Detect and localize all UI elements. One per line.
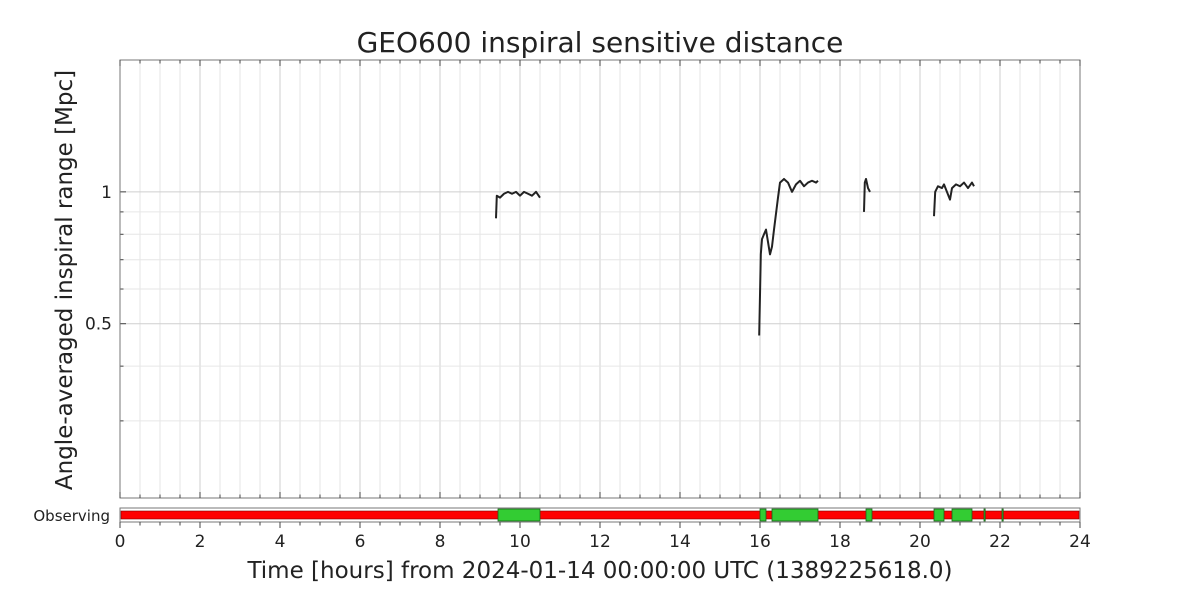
- main-plot-area: 0.51: [85, 59, 1081, 499]
- x-tick-label: 8: [435, 532, 446, 552]
- x-tick-label: 16: [749, 532, 771, 552]
- segment-on-block: [497, 508, 541, 522]
- x-tick-label: 6: [355, 532, 366, 552]
- segment-bar-area: [119, 507, 1081, 523]
- x-tick-label: 12: [589, 532, 611, 552]
- x-axis-ticks: 0 2 4 6 8 10 12 14 16 18 20 22 24: [115, 522, 1091, 552]
- x-tick-label: 20: [909, 532, 931, 552]
- series-line-segment: [863, 177, 871, 212]
- x-axis-label: Time [hours] from 2024-01-14 00:00:00 UT…: [246, 558, 952, 584]
- segment-on-block: [983, 508, 986, 522]
- series-line-segment: [758, 177, 819, 336]
- series-line-segment: [933, 181, 975, 217]
- y-axis-label: Angle-averaged inspiral range [Mpc]: [52, 70, 78, 490]
- series-line-segment: [495, 190, 541, 219]
- chart-title: GEO600 inspiral sensitive distance: [357, 26, 844, 59]
- segment-bar-label: Observing: [33, 507, 110, 525]
- y-tick-label: 0.5: [85, 315, 112, 335]
- x-tick-label: 10: [509, 532, 531, 552]
- y-tick-label: 1: [101, 183, 112, 203]
- segment-on-block: [771, 508, 819, 522]
- x-tick-label: 2: [195, 532, 206, 552]
- x-tick-label: 4: [275, 532, 286, 552]
- x-tick-label: 22: [989, 532, 1011, 552]
- segment-on-block: [1001, 508, 1004, 522]
- segment-off-bar: [120, 510, 1080, 520]
- segment-on-block: [951, 508, 973, 522]
- x-tick-label: 24: [1069, 532, 1091, 552]
- x-tick-label: 18: [829, 532, 851, 552]
- x-tick-label: 14: [669, 532, 691, 552]
- segment-on-block: [865, 508, 873, 522]
- segment-on-block: [759, 508, 767, 522]
- segment-on-block: [933, 508, 945, 522]
- x-tick-label: 0: [115, 532, 126, 552]
